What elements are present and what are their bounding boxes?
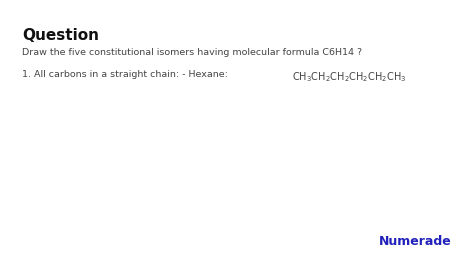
Text: 1. All carbons in a straight chain: - Hexane:: 1. All carbons in a straight chain: - He… — [22, 70, 231, 79]
Text: $\mathregular{CH_3CH_2CH_2CH_2CH_2CH_3}$: $\mathregular{CH_3CH_2CH_2CH_2CH_2CH_3}$ — [292, 70, 406, 84]
Text: Question: Question — [22, 28, 99, 43]
Text: Numerade: Numerade — [379, 235, 452, 248]
Text: Draw the five constitutional isomers having molecular formula C6H14 ?: Draw the five constitutional isomers hav… — [22, 48, 362, 57]
